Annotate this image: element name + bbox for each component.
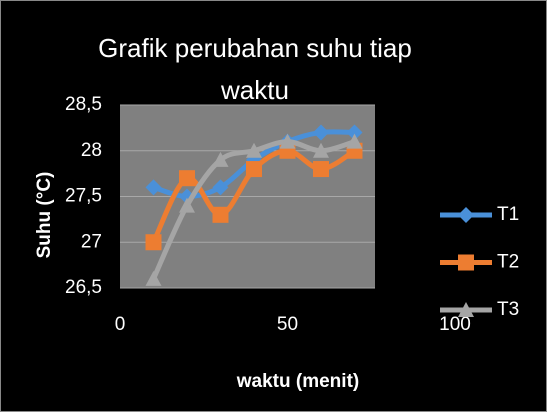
data-point [313,142,329,158]
y-tick-label: 27 [81,231,102,252]
y-tick-label: 28,5 [65,94,102,115]
x-tick-label: 50 [277,314,298,335]
y-tick-label: 28 [81,140,102,161]
x-axis-title: waktu (menit) [236,371,359,392]
data-point [246,142,262,158]
x-tick-label: 0 [115,314,126,335]
legend-marker [458,207,474,223]
data-point [179,170,195,187]
data-point [346,133,363,149]
data-point [279,133,296,149]
x-tick-label: 100 [439,314,471,335]
data-point [212,206,229,223]
data-point [145,234,162,251]
legend-marker [458,302,474,317]
y-axis-title: Suhu (°C) [34,172,55,259]
data-point [212,179,229,196]
data-point [346,124,363,141]
data-point [313,161,329,178]
chart-title: Grafik perubahan suhu tiap waktu [98,33,412,105]
y-tick-label: 26,5 [65,277,102,298]
data-point [246,161,262,178]
data-point [179,197,195,213]
data-point [212,151,229,167]
legend-marker [458,254,474,271]
legend-label: T1 [497,204,519,225]
data-point [313,124,329,141]
y-tick-label: 27,5 [65,186,102,207]
data-point [145,179,162,196]
data-point [145,270,162,286]
legend-label: T2 [497,252,519,273]
legend-label: T3 [497,299,519,320]
